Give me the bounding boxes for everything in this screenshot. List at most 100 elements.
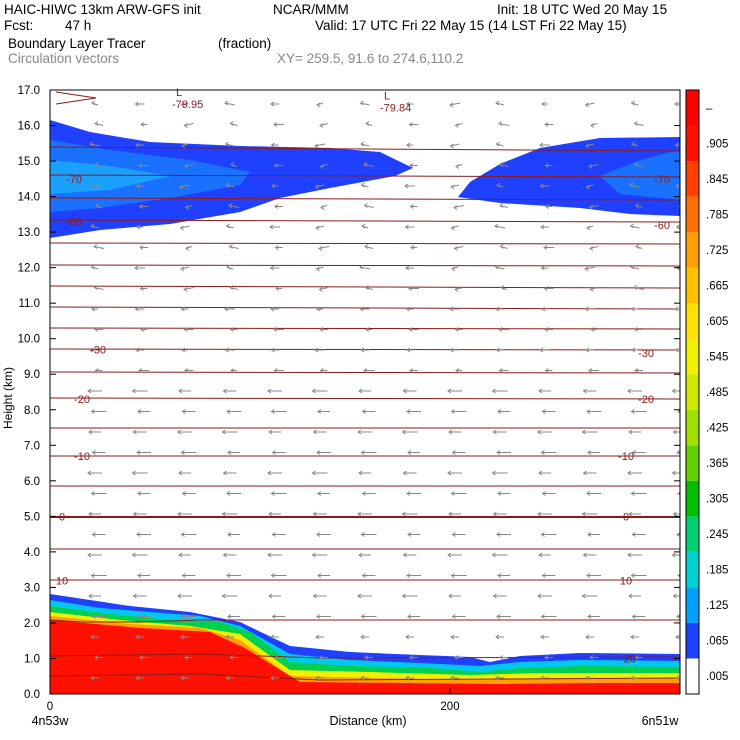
y-tick-label: 4.0 — [24, 547, 40, 559]
wind-vector-head — [87, 388, 92, 394]
wind-vector-head — [588, 164, 593, 169]
wind-vector-head — [227, 614, 232, 619]
wind-vector-head — [179, 225, 184, 231]
colorbar-label: .545 — [706, 351, 728, 363]
y-tick-label: 9.0 — [24, 369, 40, 381]
wind-vector — [318, 246, 330, 249]
wind-vector-head — [454, 287, 459, 292]
wind-vector-head — [227, 450, 232, 455]
wind-vector-head — [224, 100, 229, 106]
wind-vector-head — [270, 101, 275, 107]
wind-vector-head — [314, 143, 319, 149]
wind-vector-head — [360, 675, 365, 681]
wind-vector-head — [181, 143, 186, 149]
wind-vector-head — [316, 532, 321, 537]
wind-vector-head — [359, 100, 364, 106]
wind-vector-head — [221, 593, 226, 599]
wind-vector-head — [95, 203, 100, 208]
wind-vector-head — [633, 285, 638, 290]
wind-vector-head — [269, 224, 274, 230]
wind-vector-head — [315, 675, 320, 681]
colorbar-label: .125 — [706, 600, 728, 612]
wind-vector-head — [267, 552, 272, 558]
wind-vector-head — [540, 614, 545, 619]
wind-vector-head — [270, 491, 275, 496]
init-time: Init: 18 UTC Wed 20 May 15 — [497, 2, 668, 17]
y-tick-label: 5.0 — [24, 511, 40, 523]
wind-vector-head — [587, 532, 592, 537]
wind-vector-head — [629, 182, 634, 188]
minima-labels: L-79.95L-79.84 — [172, 87, 411, 115]
wind-vector-head — [677, 573, 680, 578]
wind-vector-head — [268, 429, 273, 435]
colorbar-swatch — [686, 409, 699, 446]
minimum-value: -79.95 — [172, 99, 203, 111]
wind-vector-head — [674, 347, 679, 353]
wind-vector-head — [93, 285, 98, 290]
wind-vector-head — [671, 470, 676, 476]
wind-vector-head — [679, 124, 680, 125]
wind-vector-head — [132, 511, 137, 517]
wind-vector-head — [270, 306, 275, 312]
wind-vector-head — [273, 163, 278, 168]
colorbar-swatch — [686, 374, 699, 410]
wind-vector-head — [491, 470, 496, 476]
wind-vector — [453, 205, 465, 208]
wind-vector-head — [361, 491, 366, 496]
wind-vector-head — [181, 409, 186, 414]
wind-vector-head — [408, 122, 413, 127]
wind-vector — [93, 246, 105, 249]
wind-vector-head — [543, 286, 548, 291]
wind-vector — [630, 225, 640, 229]
wind-vector-head — [454, 123, 459, 128]
wind-vector-head — [178, 388, 183, 394]
wind-vector — [450, 143, 460, 147]
wind-vector-head — [364, 244, 369, 249]
wind-vector-head — [496, 182, 501, 188]
wind-vector — [225, 143, 235, 147]
wind-vector-head — [90, 634, 95, 640]
wind-vector-head — [402, 388, 407, 394]
wind-vector-head — [544, 163, 549, 168]
wind-vector-head — [365, 121, 370, 126]
minimum-marker: L — [384, 91, 390, 103]
wind-vector-head — [544, 655, 549, 660]
y-tick-label: 12.0 — [18, 263, 40, 275]
wind-vector-head — [275, 697, 278, 701]
valid-time: Valid: 17 UTC Fri 22 May 15 (14 LST Fri … — [315, 18, 627, 33]
wind-vector-head — [407, 450, 412, 455]
wind-vector-head — [363, 162, 368, 167]
wind-vector-head — [498, 327, 503, 332]
y-tick-label: 0.0 — [24, 689, 40, 701]
wind-vector-head — [137, 573, 142, 578]
wind-vector-head — [634, 368, 639, 373]
wind-vector-head — [585, 634, 590, 640]
wind-vector-head — [88, 593, 93, 599]
wind-vector-head — [402, 552, 407, 558]
wind-vector — [588, 164, 600, 167]
wind-vector-head — [676, 532, 680, 537]
wind-vector-head — [314, 347, 319, 353]
wind-vector-head — [319, 368, 324, 373]
wind-vector-head — [454, 327, 459, 332]
wind-vector-head — [451, 266, 456, 272]
wind-vector-head — [454, 655, 459, 660]
y-tick-label: 1.0 — [24, 653, 40, 665]
wind-vector-head — [94, 121, 99, 126]
wind-vector-head — [408, 286, 413, 291]
wind-vector-head — [671, 552, 676, 558]
wind-vector-head — [672, 593, 677, 599]
wind-vector-head — [137, 409, 142, 414]
wind-vector-head — [450, 634, 455, 640]
wind-vector-head — [406, 142, 411, 148]
wind-vector-head — [87, 470, 92, 476]
wind-vector-head — [317, 491, 322, 496]
wind-vector-head — [226, 573, 231, 578]
circulation-vectors — [87, 100, 680, 701]
wind-vector-head — [675, 675, 680, 681]
colorbar-swatch — [686, 232, 699, 268]
wind-vector-head — [94, 162, 99, 167]
wind-vector-head — [540, 532, 545, 537]
wind-vector-head — [274, 655, 279, 660]
x-tick-label: 0 — [47, 701, 53, 713]
